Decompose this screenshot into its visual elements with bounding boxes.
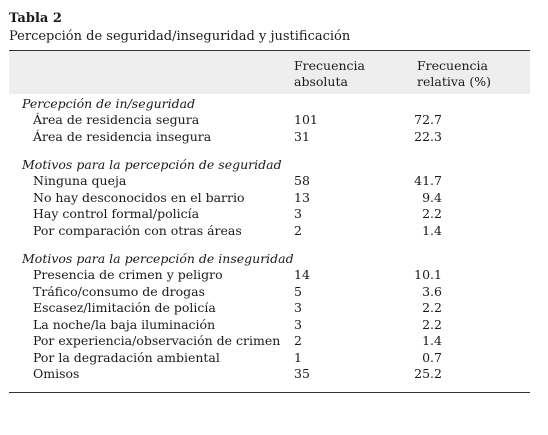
table-title: Tabla 2 [9, 11, 62, 26]
row-absolute-frequency: 14 [294, 267, 310, 282]
table-row: Área de residencia segura 101 72.7 [9, 112, 530, 129]
header-relative-line-2: relativa (%) [417, 74, 491, 89]
row-absolute-frequency: 5 [294, 283, 302, 299]
row-label: Tráfico/consumo de drogas [33, 283, 205, 299]
table-row: Escasez/limitación de policía 3 2.2 [9, 300, 530, 317]
header-absolute-line-2: absoluta [294, 74, 348, 89]
section-gap [9, 145, 530, 156]
table-row: Por la degradación ambiental 1 0.7 [9, 350, 530, 367]
row-relative-frequency: 2.2 [422, 300, 442, 315]
bottom-rule [9, 392, 530, 393]
row-relative-frequency: 9.4 [422, 189, 442, 205]
row-label: Ninguna queja [33, 173, 127, 188]
row-absolute-frequency: 13 [294, 189, 310, 205]
section-gap [9, 239, 530, 250]
row-label: Presencia de crimen y peligro [33, 267, 223, 282]
row-absolute-frequency: 1 [294, 349, 302, 365]
row-absolute-frequency: 35 [294, 366, 310, 381]
row-absolute-frequency: 2 [294, 333, 302, 348]
row-relative-frequency: 1.4 [422, 222, 442, 238]
row-relative-frequency: 2.2 [422, 316, 442, 332]
top-rule [9, 50, 530, 51]
row-absolute-frequency: 31 [294, 128, 310, 144]
row-relative-frequency: 41.7 [414, 173, 442, 188]
section-heading: Motivos para la percepción de seguridad [22, 157, 282, 172]
table-body: Percepción de in/seguridad Área de reside… [9, 95, 530, 383]
row-relative-frequency: 25.2 [414, 366, 442, 381]
header-relative-line-1: Frecuencia [417, 58, 488, 73]
row-absolute-frequency: 58 [294, 173, 310, 188]
table-row: Tráfico/consumo de drogas 5 3.6 [9, 284, 530, 301]
row-relative-frequency: 1.4 [422, 333, 442, 348]
table-row: Presencia de crimen y peligro 14 10.1 [9, 267, 530, 284]
table-section: Motivos para la percepción de insegurida… [9, 250, 530, 383]
row-label: Escasez/limitación de policía [33, 300, 216, 315]
table-row: Omisos 35 25.2 [9, 366, 530, 383]
row-relative-frequency: 22.3 [414, 128, 442, 144]
table-row: Área de residencia insegura 31 22.3 [9, 129, 530, 146]
row-relative-frequency: 10.1 [414, 267, 442, 282]
table-row: Por experiencia/observación de crimen 2 1.… [9, 333, 530, 350]
row-label: No hay desconocidos en el barrio [33, 189, 245, 205]
row-label: Omisos [33, 366, 80, 381]
row-absolute-frequency: 2 [294, 222, 302, 238]
table-section: Motivos para la percepción de seguridad N… [9, 156, 530, 239]
section-heading: Percepción de in/seguridad [22, 96, 196, 111]
row-label: Hay control formal/policía [33, 206, 200, 221]
table-row: La noche/la baja iluminación 3 2.2 [9, 317, 530, 334]
table-row: Ninguna queja 58 41.7 [9, 173, 530, 190]
row-label: Por experiencia/observación de crimen [33, 333, 281, 348]
row-absolute-frequency: 3 [294, 206, 302, 221]
row-absolute-frequency: 3 [294, 300, 302, 315]
row-relative-frequency: 3.6 [422, 283, 442, 299]
row-label: Por comparación con otras áreas [33, 222, 242, 238]
table-caption: Percepción de seguridad/inseguridad y ju… [9, 29, 351, 44]
table-row: Por comparación con otras áreas 2 1.4 [9, 223, 530, 240]
row-absolute-frequency: 3 [294, 316, 302, 332]
header-absolute-line-1: Frecuencia [294, 58, 365, 73]
table-row: Hay control formal/policía 3 2.2 [9, 206, 530, 223]
row-relative-frequency: 0.7 [422, 349, 442, 365]
row-relative-frequency: 72.7 [414, 112, 442, 127]
row-label: La noche/la baja iluminación [33, 316, 216, 332]
header-relative: Frecuencia relativa (%) [417, 58, 491, 90]
row-relative-frequency: 2.2 [422, 206, 442, 221]
table-row: No hay desconocidos en el barrio 13 9.4 [9, 190, 530, 207]
row-label: Área de residencia insegura [33, 128, 212, 144]
row-absolute-frequency: 101 [294, 112, 318, 127]
table-section: Percepción de in/seguridad Área de reside… [9, 95, 530, 145]
section-heading: Motivos para la percepción de insegurida… [22, 251, 294, 266]
header-absolute: Frecuencia absoluta [294, 58, 365, 90]
table-header [9, 51, 530, 94]
row-label: Por la degradación ambiental [33, 349, 220, 365]
row-label: Área de residencia segura [33, 112, 200, 127]
